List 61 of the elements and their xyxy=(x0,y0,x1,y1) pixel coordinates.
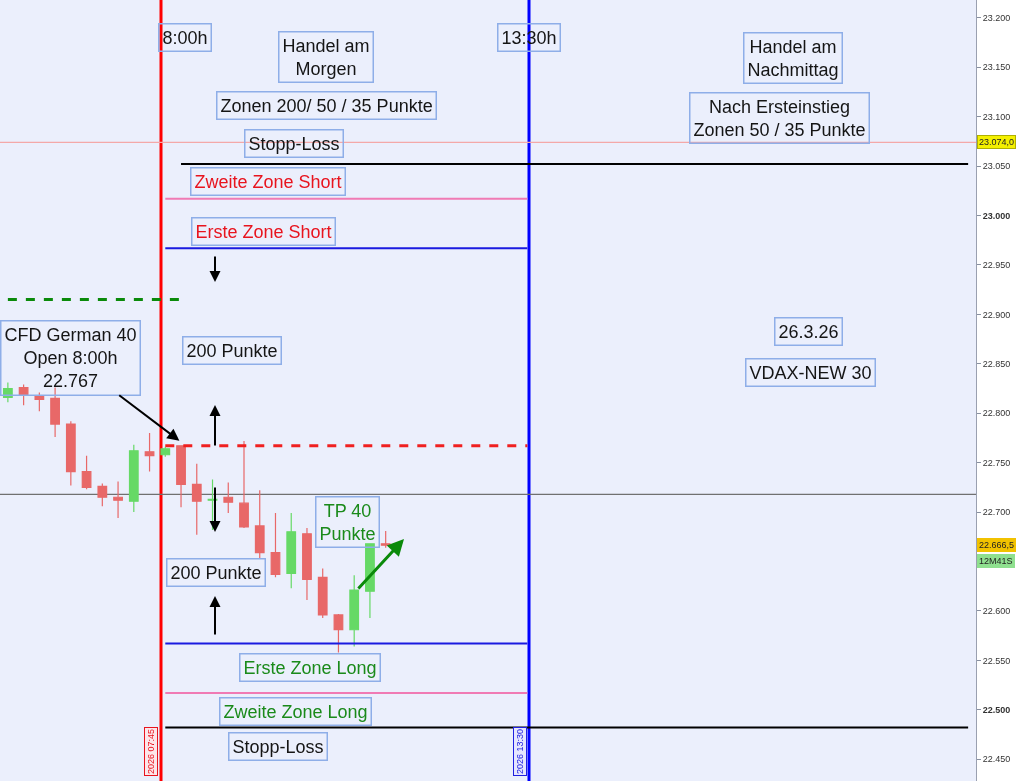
candlestick xyxy=(286,512,297,589)
y-tick-label: 22.750 xyxy=(982,457,1011,468)
candlestick xyxy=(349,574,360,648)
candlestick xyxy=(380,530,391,549)
candlestick xyxy=(333,613,344,654)
annotation: Nach Ersteinstieg Zonen 50 / 35 Punkte xyxy=(693,96,866,140)
annotation: Stopp-Loss xyxy=(248,133,340,154)
y-tick-label: 22.850 xyxy=(982,358,1011,369)
candlestick xyxy=(317,567,328,619)
annotation: TP 40 Punkte xyxy=(319,500,376,544)
annotation: CFD German 40 Open 8:00h 22.767 xyxy=(4,324,137,392)
annotation: Handel am Nachmittag xyxy=(747,36,839,80)
annotation: 8:00h xyxy=(162,27,208,48)
y-tick-label: 23.100 xyxy=(982,111,1011,122)
candlestick xyxy=(18,383,29,406)
annotation: 2026 07:45 xyxy=(146,728,156,774)
annotation: VDAX-NEW 30 xyxy=(749,362,872,383)
annotation: Zweite Zone Long xyxy=(223,701,368,722)
candlestick xyxy=(81,455,92,490)
y-tick-label: 22.800 xyxy=(982,408,1011,419)
candlestick xyxy=(160,446,171,458)
candlestick xyxy=(176,445,186,508)
annotation: Erste Zone Long xyxy=(243,657,377,678)
y-tick-label: 22.500 xyxy=(982,704,1011,715)
y-tick-label: 22.600 xyxy=(982,606,1011,617)
candlestick xyxy=(50,386,60,438)
y-tick-label: 23.200 xyxy=(982,12,1011,23)
annotation: 200 Punkte xyxy=(186,340,278,361)
y-tick-label: 22.450 xyxy=(982,754,1011,765)
y-tick-label: 22.900 xyxy=(982,309,1011,320)
annotation: 22.666,5 xyxy=(979,540,1015,550)
candlestick xyxy=(144,432,155,473)
candlestick xyxy=(65,420,76,487)
candlestick xyxy=(97,482,108,507)
annotation: 2026 13:30 xyxy=(515,728,525,774)
y-tick-label: 23.150 xyxy=(982,62,1011,73)
candlestick xyxy=(302,527,312,601)
candlestick xyxy=(239,440,249,529)
candlestick xyxy=(2,381,13,403)
y-tick-label: 22.550 xyxy=(982,655,1011,666)
annotation: 26.3.26 xyxy=(778,321,839,342)
y-tick-label: 22.950 xyxy=(982,260,1011,271)
y-tick-label: 22.700 xyxy=(982,507,1011,518)
y-tick-label: 23.050 xyxy=(982,161,1011,172)
candlestick xyxy=(270,512,281,578)
annotation: Zweite Zone Short xyxy=(194,171,342,192)
annotation: Stopp-Loss xyxy=(232,736,324,757)
annotation: Zonen 200/ 50 / 35 Punkte xyxy=(220,95,433,116)
y-tick-label: 23.000 xyxy=(982,210,1011,221)
annotation: Handel am Morgen xyxy=(282,35,370,79)
candlestick xyxy=(128,444,139,513)
annotation: Erste Zone Short xyxy=(195,221,332,242)
candlestick xyxy=(113,480,123,519)
candlestick xyxy=(254,489,265,560)
ref-line-label: 23.074,0 xyxy=(979,137,1015,147)
candlestick xyxy=(207,478,218,531)
candlestick xyxy=(191,463,202,536)
text: 12M41S xyxy=(979,556,1013,566)
candlestick xyxy=(34,391,45,412)
candlestick xyxy=(223,481,234,514)
annotation: 200 Punkte xyxy=(170,562,262,583)
